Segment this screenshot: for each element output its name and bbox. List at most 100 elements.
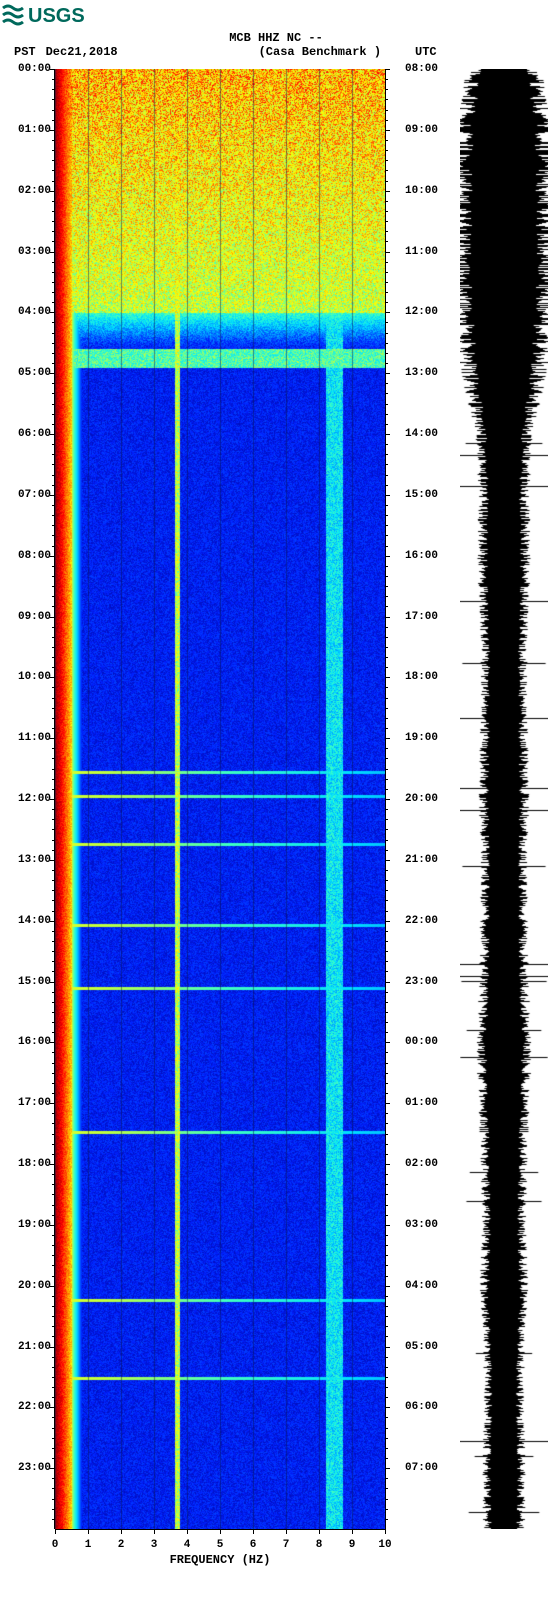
ytick-label-left: 00:00: [18, 63, 51, 75]
station-code: MCB HHZ NC --: [0, 31, 552, 45]
ytick-major-right: [385, 921, 390, 922]
spectrogram-plot: [55, 69, 385, 1529]
usgs-logo: USGS: [2, 2, 552, 31]
ytick-major-right: [385, 1042, 390, 1043]
ytick-label-left: 16:00: [18, 1036, 51, 1048]
ytick-label-left: 22:00: [18, 1401, 51, 1413]
ytick-major-right: [385, 677, 390, 678]
ytick-label-left: 23:00: [18, 1462, 51, 1474]
xtick-label: 8: [316, 1539, 323, 1551]
ytick-label-right: 18:00: [405, 671, 438, 683]
xtick-mark: [88, 1529, 89, 1534]
ytick-major-right: [385, 860, 390, 861]
ytick-label-left: 10:00: [18, 671, 51, 683]
usgs-logo-svg: USGS: [2, 2, 94, 26]
ytick-label-right: 17:00: [405, 611, 438, 623]
xtick-label: 3: [151, 1539, 158, 1551]
ytick-label-right: 20:00: [405, 793, 438, 805]
ytick-label-left: 04:00: [18, 306, 51, 318]
ytick-major-right: [385, 373, 390, 374]
ytick-label-right: 22:00: [405, 915, 438, 927]
xtick-label: 2: [118, 1539, 125, 1551]
ytick-label-right: 04:00: [405, 1280, 438, 1292]
ytick-label-left: 13:00: [18, 854, 51, 866]
ytick-label-right: 13:00: [405, 367, 438, 379]
ytick-major-right: [385, 1103, 390, 1104]
ytick-label-left: 15:00: [18, 976, 51, 988]
ytick-label-right: 11:00: [405, 246, 438, 258]
plot-header: MCB HHZ NC -- PST Dec21,2018 (Casa Bench…: [0, 31, 552, 59]
ytick-major-right: [385, 1164, 390, 1165]
ytick-major-right: [385, 130, 390, 131]
ytick-major-right: [385, 1468, 390, 1469]
xtick-mark: [55, 1529, 56, 1534]
xtick-label: 10: [378, 1539, 391, 1551]
xtick-mark: [385, 1529, 386, 1534]
xtick-label: 5: [217, 1539, 224, 1551]
ytick-major-right: [385, 738, 390, 739]
xtick-mark: [187, 1529, 188, 1534]
ytick-label-right: 07:00: [405, 1462, 438, 1474]
ytick-major-right: [385, 1347, 390, 1348]
ytick-label-left: 14:00: [18, 915, 51, 927]
y-ticks-right: 08:0009:0010:0011:0012:0013:0014:0015:00…: [385, 69, 455, 1529]
ytick-major-right: [385, 556, 390, 557]
waveform-canvas: [460, 69, 548, 1529]
xtick-label: 1: [85, 1539, 92, 1551]
spectrogram-canvas: [55, 69, 385, 1529]
ytick-label-left: 20:00: [18, 1280, 51, 1292]
ytick-label-left: 11:00: [18, 732, 51, 744]
ytick-label-left: 18:00: [18, 1158, 51, 1170]
ytick-label-left: 08:00: [18, 550, 51, 562]
ytick-major-right: [385, 252, 390, 253]
ytick-label-right: 14:00: [405, 428, 438, 440]
xtick-mark: [319, 1529, 320, 1534]
xtick-mark: [286, 1529, 287, 1534]
xtick-mark: [154, 1529, 155, 1534]
ytick-major-right: [385, 982, 390, 983]
ytick-label-left: 01:00: [18, 124, 51, 136]
ytick-label-right: 08:00: [405, 63, 438, 75]
ytick-major-right: [385, 69, 390, 70]
xtick-label: 7: [283, 1539, 290, 1551]
ytick-label-right: 06:00: [405, 1401, 438, 1413]
xtick-mark: [352, 1529, 353, 1534]
ytick-label-right: 02:00: [405, 1158, 438, 1170]
ytick-major-right: [385, 1286, 390, 1287]
xtick-label: 6: [250, 1539, 257, 1551]
left-timezone-label: PST: [14, 45, 36, 59]
x-axis-label: FREQUENCY (HZ): [55, 1553, 385, 1567]
ytick-label-right: 23:00: [405, 976, 438, 988]
ytick-label-right: 03:00: [405, 1219, 438, 1231]
ytick-label-left: 05:00: [18, 367, 51, 379]
ytick-label-right: 09:00: [405, 124, 438, 136]
ytick-label-right: 21:00: [405, 854, 438, 866]
ytick-label-right: 16:00: [405, 550, 438, 562]
xtick-label: 4: [184, 1539, 191, 1551]
ytick-label-right: 12:00: [405, 306, 438, 318]
ytick-major-right: [385, 191, 390, 192]
ytick-major-right: [385, 495, 390, 496]
ytick-label-right: 19:00: [405, 732, 438, 744]
xtick-mark: [253, 1529, 254, 1534]
station-name: (Casa Benchmark ): [88, 45, 552, 59]
ytick-label-right: 05:00: [405, 1341, 438, 1353]
svg-text:USGS: USGS: [28, 5, 85, 26]
xtick-label: 0: [52, 1539, 59, 1551]
ytick-label-right: 00:00: [405, 1036, 438, 1048]
xtick-mark: [220, 1529, 221, 1534]
ytick-label-left: 21:00: [18, 1341, 51, 1353]
ytick-label-left: 09:00: [18, 611, 51, 623]
right-timezone-label: UTC: [415, 45, 437, 59]
ytick-label-right: 01:00: [405, 1097, 438, 1109]
ytick-major-right: [385, 434, 390, 435]
ytick-label-left: 03:00: [18, 246, 51, 258]
plot-area: 00:00 01:00 02:00 03:00 04:00 05:00 06:00 07:00…: [0, 59, 552, 1589]
ytick-label-left: 02:00: [18, 185, 51, 197]
ytick-label-left: 17:00: [18, 1097, 51, 1109]
y-ticks-left: 00:0001:0002:0003:0004:0005:0006:0007:00…: [0, 69, 55, 1529]
ytick-label-left: 19:00: [18, 1219, 51, 1231]
ytick-label-right: 10:00: [405, 185, 438, 197]
ytick-major-right: [385, 312, 390, 313]
ytick-major-right: [385, 617, 390, 618]
